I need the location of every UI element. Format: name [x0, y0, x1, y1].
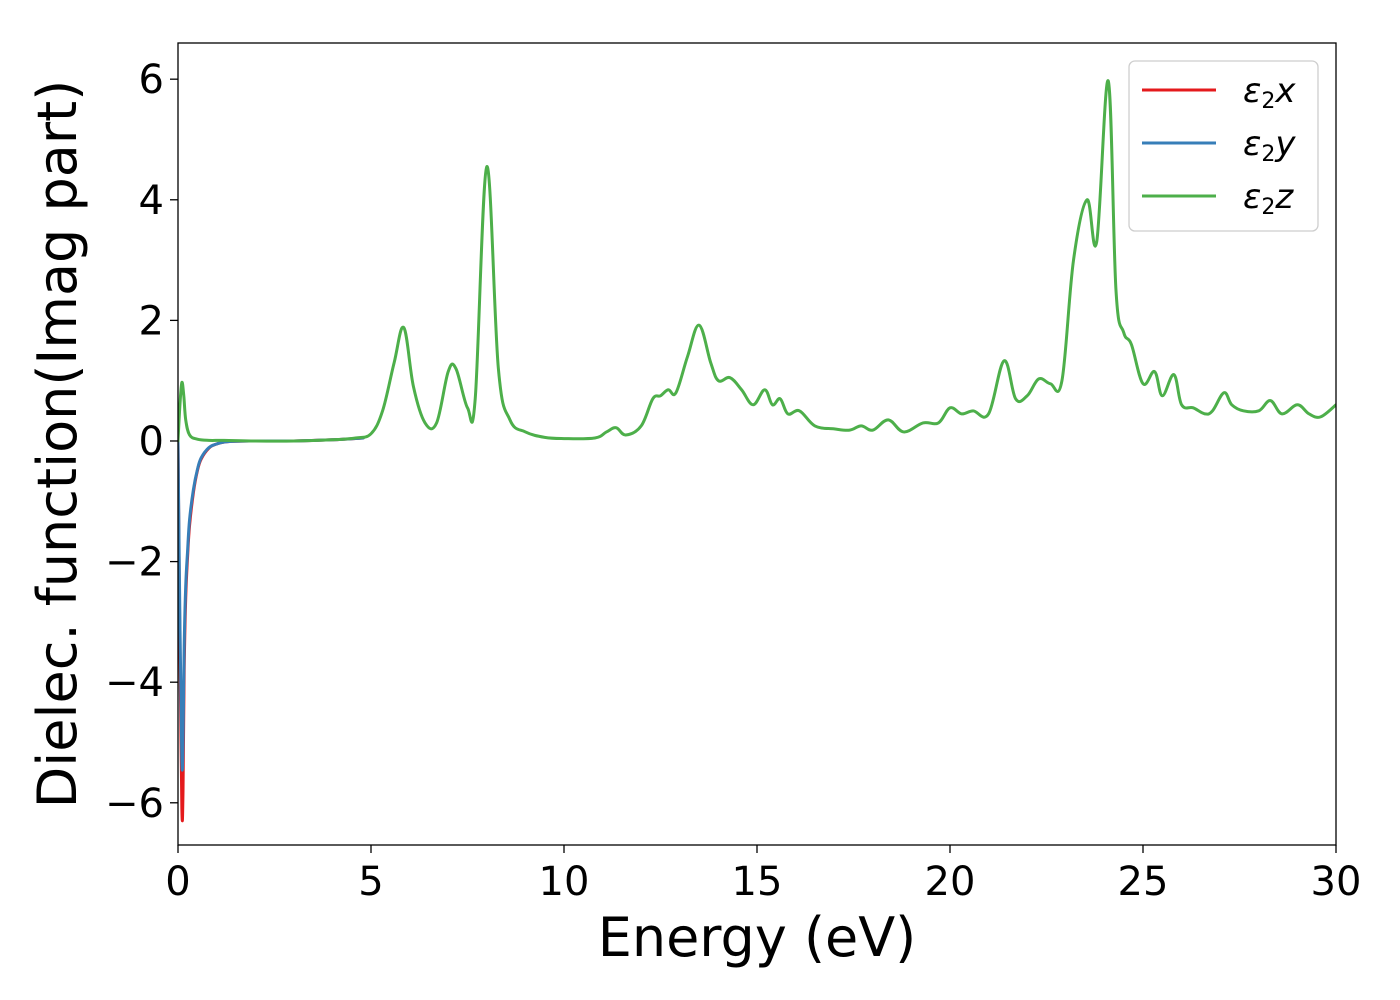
- x-tick-label: 25: [1118, 859, 1169, 905]
- x-tick-label: 15: [732, 859, 783, 905]
- legend: ε2x ε2y ε2z: [1128, 60, 1319, 232]
- x-tick-label: 5: [358, 859, 383, 905]
- x-tick-label: 20: [925, 859, 976, 905]
- series-line-z: [178, 79, 1336, 443]
- x-axis: 0 5 10 15 20 25 30: [165, 845, 1361, 905]
- legend-label-y: ε2y: [1243, 124, 1296, 167]
- legend-label-x: ε2x: [1243, 71, 1296, 114]
- y-tick-label: 4: [139, 178, 164, 224]
- x-tick-label: 10: [539, 859, 590, 905]
- y-tick-label: −4: [105, 660, 164, 706]
- y-tick-label: −2: [105, 540, 164, 586]
- x-tick-label: 0: [165, 859, 190, 905]
- x-tick-label: 30: [1311, 859, 1362, 905]
- legend-box: [1128, 60, 1319, 232]
- y-tick-label: 6: [139, 57, 164, 103]
- y-axis-title: Dielec. function(Imag part): [26, 80, 89, 809]
- legend-label-z: ε2z: [1243, 177, 1294, 220]
- y-axis: −6 −4 −2 0 2 4 6: [105, 57, 178, 827]
- y-tick-label: 0: [139, 419, 164, 465]
- y-tick-label: 2: [139, 298, 164, 344]
- series-layer: [178, 79, 1336, 823]
- x-axis-title: Energy (eV): [598, 906, 917, 969]
- y-tick-label: −6: [105, 781, 164, 827]
